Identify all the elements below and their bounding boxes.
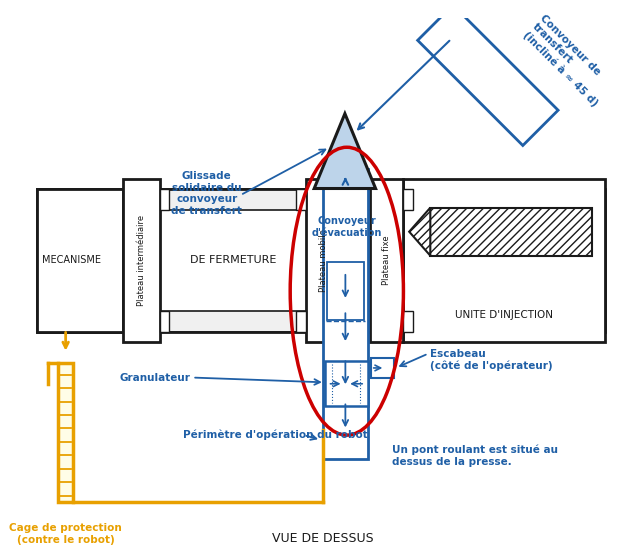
Text: Plateau mobile: Plateau mobile: [319, 229, 329, 292]
Text: Glissade
solidaire du
convoyeur
de transfert: Glissade solidaire du convoyeur de trans…: [171, 171, 242, 216]
Bar: [37, 189, 123, 332]
Bar: [323, 169, 368, 459]
Bar: [418, 5, 558, 145]
Text: Périmètre d'opération du robot: Périmètre d'opération du robot: [182, 430, 367, 440]
Text: Convoyeur
d'évacuation: Convoyeur d'évacuation: [312, 216, 383, 238]
Text: MECANISME: MECANISME: [41, 255, 101, 265]
Bar: [430, 208, 591, 256]
Text: DE FERMETURE: DE FERMETURE: [190, 255, 277, 265]
Bar: [370, 179, 403, 342]
Text: UNITE D'INJECTION: UNITE D'INJECTION: [455, 310, 553, 320]
Text: Plateau fixe: Plateau fixe: [382, 236, 391, 285]
Polygon shape: [314, 114, 376, 189]
Text: Un pont roulant est situé au
dessus de la presse.: Un pont roulant est situé au dessus de l…: [392, 445, 558, 467]
Text: VUE DE DESSUS: VUE DE DESSUS: [272, 532, 374, 545]
Bar: [123, 179, 160, 342]
Polygon shape: [409, 208, 430, 256]
Bar: [37, 189, 605, 332]
Bar: [327, 263, 364, 320]
Bar: [160, 311, 169, 332]
Bar: [403, 189, 413, 210]
Text: Cage de protection
(contre le robot): Cage de protection (contre le robot): [10, 523, 122, 545]
Bar: [403, 311, 413, 332]
Bar: [371, 359, 394, 377]
Bar: [160, 189, 169, 210]
Bar: [37, 210, 605, 311]
Bar: [58, 363, 73, 502]
Text: Granulateur: Granulateur: [119, 372, 190, 382]
Bar: [296, 189, 306, 210]
Text: Plateau intermédiaire: Plateau intermédiaire: [137, 215, 146, 306]
Bar: [306, 179, 342, 342]
Bar: [296, 311, 306, 332]
Bar: [403, 179, 605, 342]
Text: Escabeau
(côté de l'opérateur): Escabeau (côté de l'opérateur): [430, 349, 553, 371]
Text: Convoyeur de
transfert
(incliné à ≈ 45 d): Convoyeur de transfert (incliné à ≈ 45 d…: [521, 13, 617, 109]
Bar: [325, 361, 368, 406]
